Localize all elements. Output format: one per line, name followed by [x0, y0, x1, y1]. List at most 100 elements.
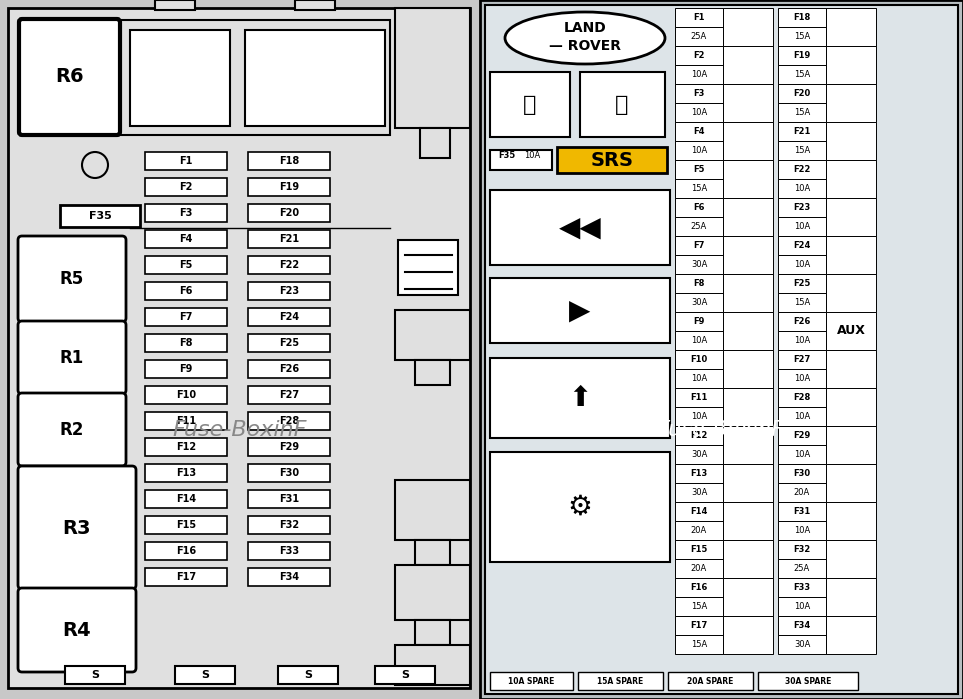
- Bar: [248, 334, 330, 352]
- Bar: [20, 20, 390, 135]
- Text: ◀◀: ◀◀: [559, 213, 601, 241]
- Bar: [826, 616, 876, 654]
- Text: F13: F13: [176, 468, 196, 478]
- Text: Fuse-BoxinF: Fuse-BoxinF: [172, 420, 307, 440]
- Bar: [175, 666, 235, 684]
- Bar: [778, 350, 826, 369]
- FancyBboxPatch shape: [18, 466, 136, 589]
- Bar: [145, 412, 227, 430]
- Text: 10A: 10A: [690, 108, 707, 117]
- Bar: [145, 178, 227, 196]
- Text: F12: F12: [690, 431, 708, 440]
- Text: F33: F33: [794, 583, 811, 592]
- Bar: [145, 542, 227, 560]
- Text: 10A: 10A: [690, 374, 707, 383]
- Text: 10A: 10A: [794, 374, 810, 383]
- Bar: [278, 666, 338, 684]
- Text: F11: F11: [690, 393, 708, 402]
- Text: AUX: AUX: [837, 324, 866, 338]
- Bar: [675, 236, 723, 255]
- Bar: [675, 160, 723, 179]
- Bar: [395, 310, 470, 360]
- Bar: [675, 293, 723, 312]
- Bar: [778, 122, 826, 141]
- Bar: [60, 205, 140, 227]
- Bar: [675, 179, 723, 198]
- Text: — ROVER: — ROVER: [549, 39, 621, 53]
- Bar: [675, 369, 723, 388]
- Bar: [675, 559, 723, 578]
- Text: F30: F30: [794, 469, 811, 478]
- Text: F13: F13: [690, 469, 708, 478]
- Text: 🔑: 🔑: [523, 95, 536, 115]
- Text: F28: F28: [279, 416, 299, 426]
- Bar: [778, 578, 826, 597]
- Text: R5: R5: [60, 270, 84, 288]
- Text: F30: F30: [279, 468, 299, 478]
- Bar: [826, 388, 876, 426]
- Bar: [826, 464, 876, 502]
- Text: 10A: 10A: [794, 260, 810, 269]
- Bar: [675, 331, 723, 350]
- Text: F15: F15: [690, 545, 708, 554]
- Bar: [675, 312, 723, 331]
- Text: 10A: 10A: [690, 70, 707, 79]
- Text: 10A: 10A: [690, 336, 707, 345]
- Bar: [675, 502, 723, 521]
- Bar: [490, 452, 670, 562]
- FancyBboxPatch shape: [18, 236, 126, 322]
- Text: 10A: 10A: [794, 412, 810, 421]
- Bar: [778, 331, 826, 350]
- Bar: [826, 312, 876, 350]
- Text: F27: F27: [279, 390, 299, 400]
- Bar: [778, 198, 826, 217]
- Bar: [826, 122, 876, 160]
- Bar: [723, 46, 773, 84]
- Bar: [145, 464, 227, 482]
- Text: 20A SPARE: 20A SPARE: [688, 677, 734, 686]
- Bar: [723, 122, 773, 160]
- Text: F17: F17: [690, 621, 708, 630]
- Bar: [415, 620, 450, 645]
- Bar: [778, 27, 826, 46]
- Bar: [145, 308, 227, 326]
- Text: 25A: 25A: [690, 32, 707, 41]
- Bar: [145, 438, 227, 456]
- Text: F6: F6: [693, 203, 705, 212]
- Text: F35: F35: [499, 150, 515, 159]
- Bar: [778, 407, 826, 426]
- Text: F34: F34: [794, 621, 811, 630]
- Text: F19: F19: [794, 51, 811, 60]
- Text: F26: F26: [279, 364, 299, 374]
- Text: F17: F17: [176, 572, 196, 582]
- Bar: [675, 521, 723, 540]
- Bar: [675, 426, 723, 445]
- Bar: [675, 635, 723, 654]
- Bar: [490, 190, 670, 265]
- Bar: [245, 30, 385, 126]
- Bar: [723, 578, 773, 616]
- Bar: [778, 635, 826, 654]
- Circle shape: [82, 152, 108, 178]
- Text: ▶: ▶: [569, 296, 590, 324]
- Text: 10A: 10A: [690, 146, 707, 155]
- Text: 25A: 25A: [794, 564, 810, 573]
- Bar: [675, 274, 723, 293]
- Bar: [723, 8, 773, 46]
- Bar: [248, 282, 330, 300]
- Bar: [723, 464, 773, 502]
- Text: F28: F28: [794, 393, 811, 402]
- Text: F31: F31: [279, 494, 299, 504]
- Bar: [485, 5, 958, 694]
- Text: F2: F2: [693, 51, 705, 60]
- Text: R1: R1: [60, 349, 84, 367]
- Text: F2: F2: [179, 182, 193, 192]
- Bar: [145, 230, 227, 248]
- Text: LAND: LAND: [563, 21, 607, 35]
- Bar: [248, 204, 330, 222]
- Bar: [145, 516, 227, 534]
- Bar: [248, 464, 330, 482]
- Text: F11: F11: [176, 416, 196, 426]
- Bar: [248, 256, 330, 274]
- Bar: [826, 502, 876, 540]
